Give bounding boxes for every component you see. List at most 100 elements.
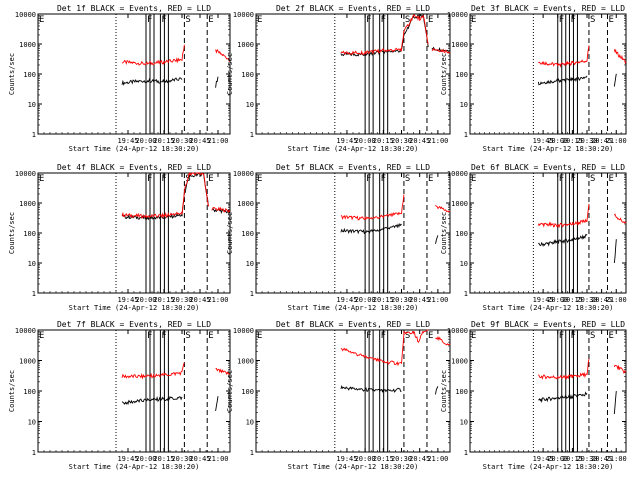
x-tick-label: 20:30 [391,296,412,304]
x-tick-label: 20:30 [391,137,412,145]
panel-det-7: Det 7f BLACK = Events, RED = LLD 1 10 100 10… [8,320,231,471]
y-tick-label: 100 [241,71,254,79]
panel-title: Det 9f BLACK = Events, RED = LLD [471,320,625,329]
x-tick-label: 20:45 [189,455,210,463]
x-tick-label: 20:15 [373,296,394,304]
x-axis-label: Start Time (24-Apr-12 18:30:20) [69,304,200,312]
y-tick-label: 1000 [237,41,254,49]
x-axis-label: Start Time (24-Apr-12 18:30:20) [483,304,614,312]
x-tick-label: 20:00 [135,296,156,304]
series-lld-line-after [215,48,231,62]
x-axis-label: Start Time (24-Apr-12 18:30:20) [69,463,200,471]
panel-title: Det 5f BLACK = Events, RED = LLD [276,163,430,172]
marker-label-e-left: E [257,174,262,184]
marker-label-f1: F [147,15,152,25]
x-tick-label: 20:15 [562,455,583,463]
y-axis-label: Counts/sec [440,370,448,412]
x-tick-label: 20:30 [576,455,597,463]
x-axis-label: Start Time (24-Apr-12 18:30:20) [288,304,419,312]
series-events-line [340,13,429,57]
y-tick-label: 1 [250,131,254,139]
marker-label-s: S [590,174,595,184]
y-tick-label: 100 [23,388,36,396]
y-tick-label: 10 [460,419,468,427]
y-tick-label: 1 [464,290,468,298]
series-events-line [121,77,183,86]
y-tick-label: 10 [460,101,468,109]
x-tick-label: 19:45 [336,296,357,304]
marker-label-f1: F [559,15,564,25]
marker-label-f2: F [381,15,386,25]
x-tick-label: 20:00 [135,137,156,145]
plot-frame [255,329,451,453]
x-tick-label: 20:45 [409,137,430,145]
series-lld-line [538,358,590,380]
y-axis-label: Counts/sec [226,212,234,254]
x-tick-label: 19:45 [336,455,357,463]
marker-label-e-right: E [608,331,613,341]
marker-label-s: S [405,331,410,341]
x-tick-label: 20:00 [355,455,376,463]
x-tick-label: 19:45 [117,137,138,145]
x-tick-label: 20:15 [373,137,394,145]
marker-label-e-right: E [208,15,213,25]
series-events-line-after [435,386,439,395]
panel-det-4: Det 4f BLACK = Events, RED = LLD 1 10 100 10… [8,163,231,312]
x-tick-label: 21:00 [606,296,627,304]
panel-det-5: Det 5f BLACK = Events, RED = LLD 1 10 100 10… [226,163,451,312]
y-axis-label: Counts/sec [226,53,234,95]
x-tick-label: 19:45 [117,455,138,463]
marker-label-f1: F [147,331,152,341]
marker-label-e-left: E [39,331,44,341]
series-lld-line-after [215,368,231,376]
x-axis-label: Start Time (24-Apr-12 18:30:20) [69,145,200,153]
marker-label-f1: F [559,174,564,184]
x-tick-label: 21:00 [207,455,228,463]
panel-det-3: Det 3f BLACK = Events, RED = LLD 1 10 100 10… [440,4,627,153]
x-axis-label: Start Time (24-Apr-12 18:30:20) [483,145,614,153]
series-events-line-after [215,396,219,411]
x-tick-label: 19:45 [533,137,554,145]
y-tick-label: 10000 [447,327,468,335]
series-lld-line [538,45,590,68]
marker-label-e-right: E [428,331,433,341]
marker-label-f2: F [161,174,166,184]
series-events-line-after [613,391,617,415]
y-tick-label: 10 [460,260,468,268]
x-tick-label: 20:30 [576,137,597,145]
marker-label-e-left: E [471,174,476,184]
marker-label-e-left: E [39,174,44,184]
marker-label-s: S [590,15,595,25]
x-tick-label: 20:00 [355,296,376,304]
y-tick-label: 1 [464,449,468,457]
x-tick-label: 20:45 [591,455,612,463]
x-tick-label: 20:45 [189,296,210,304]
plot-frame [469,329,627,453]
series-lld-line [121,171,209,219]
y-axis-label: Counts/sec [8,370,16,412]
marker-label-e-left: E [257,331,262,341]
y-tick-label: 100 [455,388,468,396]
plot-frame [255,13,451,135]
y-tick-label: 1000 [19,200,36,208]
y-tick-label: 100 [241,230,254,238]
marker-label-e-left: E [39,15,44,25]
x-tick-label: 21:00 [207,137,228,145]
x-tick-label: 20:15 [562,296,583,304]
y-tick-label: 10000 [447,11,468,19]
y-tick-label: 1 [250,290,254,298]
x-tick-label: 20:45 [189,137,210,145]
marker-label-f2: F [161,15,166,25]
y-tick-label: 1000 [451,41,468,49]
marker-label-e-right: E [428,174,433,184]
panel-title: Det 3f BLACK = Events, RED = LLD [471,4,625,13]
marker-label-f2: F [381,174,386,184]
series-lld-line-after [431,47,451,54]
series-lld-line [340,329,429,367]
marker-label-e-right: E [208,174,213,184]
y-axis-label: Counts/sec [8,53,16,95]
x-tick-label: 20:45 [409,455,430,463]
y-tick-label: 1000 [237,358,254,366]
marker-label-f1: F [147,174,152,184]
x-tick-label: 20:00 [547,296,568,304]
